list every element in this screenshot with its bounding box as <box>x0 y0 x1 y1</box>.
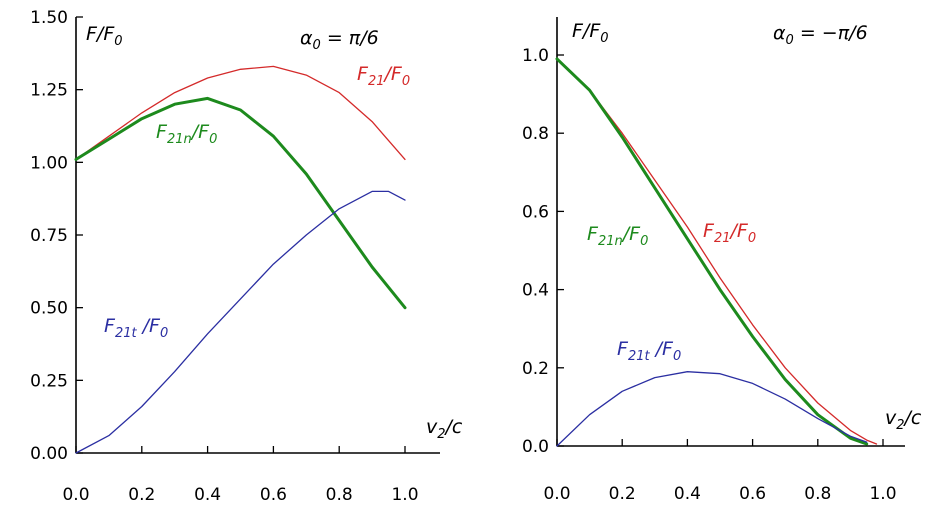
series-label-1: F21/F0 <box>703 220 756 246</box>
y-tick-label: 1.50 <box>30 8 68 28</box>
series-label-2-main: F <box>156 121 168 143</box>
series-label-3-main: F <box>104 315 116 337</box>
series-label-3-rest: /F <box>137 315 161 337</box>
series-line-1 <box>556 58 878 445</box>
x-tick-label: 0.2 <box>609 484 636 504</box>
series-label-1-rest: /F <box>382 63 402 85</box>
series-label-2-sub2: 0 <box>640 234 648 249</box>
series-label-3: F21t /F0 <box>617 338 681 364</box>
x-tick-label: 0.6 <box>739 484 766 504</box>
y-tick-label: 0.2 <box>522 359 549 379</box>
series-line-2 <box>74 96 407 310</box>
series-label-2-sub: 21n <box>598 234 623 249</box>
y-tick-label: 0.8 <box>522 124 549 144</box>
series-line-2 <box>555 57 869 446</box>
series-label-3: F21t /F0 <box>104 315 168 341</box>
chart-panel-1: 0.000.250.500.751.001.251.500.0 0.2 0.4 0.6… <box>30 8 463 505</box>
x-tick-label: 0.8 <box>804 484 831 504</box>
y-axis-title-main: F/F <box>86 23 115 45</box>
y-axis-title: F/F0 <box>86 23 123 49</box>
y-axis-title-sub: 0 <box>114 34 122 49</box>
alpha-annotation-sub: 0 <box>786 33 794 48</box>
x-axis-title: v2/c <box>426 416 463 442</box>
series-label-1: F21/F0 <box>357 63 410 89</box>
series-label-1-rest: /F <box>728 220 748 242</box>
series-label-3-sub: 21t <box>628 349 651 364</box>
alpha-annotation-rest: = π/6 <box>321 27 379 49</box>
x-tick-label: 0.4 <box>674 484 701 504</box>
y-tick-label: 1.25 <box>30 81 68 101</box>
x-tick-label: 0.6 <box>260 485 287 505</box>
series-label-3-sub2: 0 <box>160 326 168 341</box>
series-label-2: F21n/F0 <box>156 121 217 147</box>
y-axis-title-main: F/F <box>572 20 601 42</box>
x-tick-label: 1.0 <box>869 484 896 504</box>
x-axis-title-sub: 2 <box>437 427 445 442</box>
y-tick-label: 1.0 <box>522 46 549 66</box>
series-label-2-rest: /F <box>621 223 641 245</box>
y-axis-title-sub: 0 <box>600 31 608 46</box>
y-tick-label: 0.75 <box>30 226 68 246</box>
alpha-annotation: α0 = −π/6 <box>773 22 868 48</box>
chart-panel-2: 0.00.20.40.60.81.00.0 0.2 0.4 0.6 0.8 1.0F21/… <box>522 17 922 504</box>
series-line-3 <box>556 371 868 447</box>
y-tick-label: 0.6 <box>522 202 549 222</box>
x-tick-label: 1.0 <box>391 485 418 505</box>
series-label-2-rest: /F <box>190 121 210 143</box>
alpha-annotation-main: α <box>773 22 786 44</box>
x-axis-title: v2/c <box>885 407 922 433</box>
series-line-3 <box>75 190 406 454</box>
x-axis-title-main: v <box>885 407 897 429</box>
x-tick-label: 0.0 <box>62 485 89 505</box>
series-label-2-main: F <box>587 223 599 245</box>
series-label-2-sub2: 0 <box>209 132 217 147</box>
x-axis-title-rest: /c <box>444 416 463 438</box>
y-tick-label: 0.50 <box>30 299 68 319</box>
series-label-1-main: F <box>357 63 369 85</box>
x-tick-label: 0.8 <box>326 485 353 505</box>
series-label-2-sub: 21n <box>167 132 192 147</box>
series-label-3-main: F <box>617 338 629 360</box>
series-line-1 <box>75 65 406 161</box>
alpha-annotation: α0 = π/6 <box>300 27 379 53</box>
x-tick-label: 0.4 <box>194 485 221 505</box>
alpha-annotation-rest: = −π/6 <box>794 22 868 44</box>
series-label-2: F21n/F0 <box>587 223 648 249</box>
x-tick-label: 0.2 <box>128 485 155 505</box>
series-label-3-rest: /F <box>650 338 674 360</box>
series-label-1-sub2: 0 <box>748 231 756 246</box>
series-label-1-sub: 21 <box>714 231 731 246</box>
x-axis-title-sub: 2 <box>896 418 904 433</box>
series-label-3-sub: 21t <box>115 326 138 341</box>
alpha-annotation-sub: 0 <box>313 38 321 53</box>
series-label-3-sub2: 0 <box>673 349 681 364</box>
y-tick-label: 0.4 <box>522 281 549 301</box>
x-tick-label: 0.0 <box>543 484 570 504</box>
x-axis-title-main: v <box>426 416 438 438</box>
series-label-1-sub2: 0 <box>402 74 410 89</box>
series-label-1-sub: 21 <box>368 74 385 89</box>
y-axis-title: F/F0 <box>572 20 609 46</box>
y-tick-label: 0.00 <box>30 444 68 464</box>
y-tick-label: 0.25 <box>30 371 68 391</box>
y-tick-label: 0.0 <box>522 437 549 457</box>
y-tick-label: 1.00 <box>30 153 68 173</box>
x-axis-title-rest: /c <box>903 407 922 429</box>
series-label-1-main: F <box>703 220 715 242</box>
alpha-annotation-main: α <box>300 27 313 49</box>
